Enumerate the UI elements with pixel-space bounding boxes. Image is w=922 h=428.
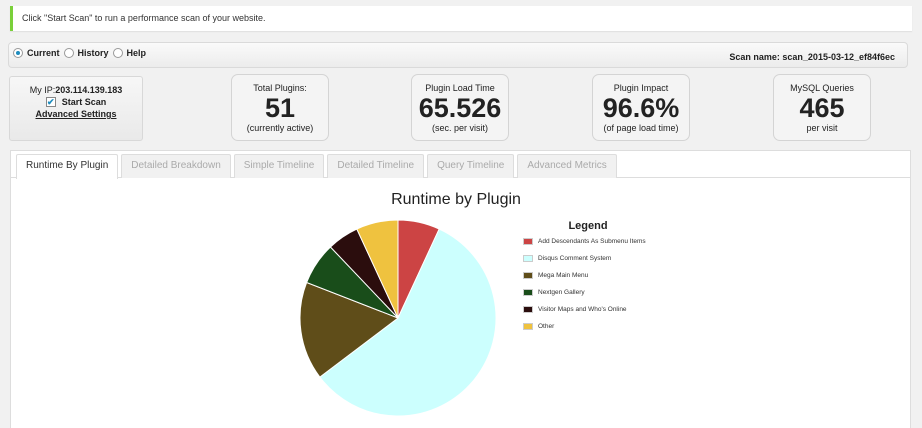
radio-current[interactable]: [13, 48, 23, 58]
stat-label: Plugin Impact: [613, 83, 669, 93]
stat-sub: (currently active): [246, 123, 314, 133]
stat-sub: per visit: [806, 123, 838, 133]
legend-swatch: [523, 289, 533, 296]
legend-swatch: [523, 306, 533, 313]
legend-items: Add Descendants As Submenu Items Disqus C…: [523, 236, 653, 332]
legend-item: Disqus Comment System: [523, 253, 653, 264]
radio-current-label[interactable]: Current: [27, 48, 60, 58]
legend-label: Disqus Comment System: [538, 255, 612, 262]
chart-legend: Legend Add Descendants As Submenu Items D…: [523, 220, 653, 338]
stat-plugin-impact: Plugin Impact 96.6% (of page load time): [592, 74, 690, 141]
tab-detailed-breakdown[interactable]: Detailed Breakdown: [121, 154, 231, 178]
legend-swatch: [523, 238, 533, 245]
stat-label: MySQL Queries: [790, 83, 854, 93]
my-ip-prefix: My IP:: [29, 85, 56, 95]
stat-mysql-queries: MySQL Queries 465 per visit: [773, 74, 871, 141]
stat-plugin-load-time: Plugin Load Time 65.526 (sec. per visit): [411, 74, 509, 141]
runtime-pie-chart: [299, 219, 497, 417]
legend-item: Visitor Maps and Who's Online: [523, 304, 653, 315]
tab-simple-timeline[interactable]: Simple Timeline: [233, 154, 325, 178]
scan-notice: Click "Start Scan" to run a performance …: [10, 6, 912, 31]
legend-label: Nextgen Gallery: [538, 289, 585, 296]
legend-label: Other: [538, 323, 555, 330]
start-scan-row[interactable]: ✔ Start Scan: [10, 97, 142, 107]
legend-label: Add Descendants As Submenu Items: [538, 238, 646, 245]
stat-label: Total Plugins:: [253, 83, 307, 93]
radio-help[interactable]: [112, 48, 123, 58]
stat-sub: (of page load time): [603, 123, 679, 133]
pie-slice: [356, 219, 399, 319]
tab-runtime-by-plugin[interactable]: Runtime By Plugin: [16, 154, 119, 179]
notice-text: Click "Start Scan" to run a performance …: [22, 13, 266, 23]
chart-title: Runtime by Plugin: [391, 191, 521, 208]
mode-bar: Current History Help Scan name: scan_201…: [8, 42, 908, 68]
tab-query-timeline[interactable]: Query Timeline: [427, 154, 515, 178]
start-scan-checkbox[interactable]: ✔: [45, 96, 56, 107]
my-ip-value: 203.114.139.183: [55, 85, 123, 95]
scan-name: Scan name: scan_2015-03-12_ef84f6ec: [729, 52, 895, 62]
radio-history-label[interactable]: History: [77, 48, 109, 58]
start-scan-label[interactable]: Start Scan: [61, 97, 107, 107]
stat-value: 465: [799, 93, 845, 123]
legend-label: Mega Main Menu: [538, 272, 589, 279]
my-ip: My IP:203.114.139.183: [10, 85, 142, 95]
pie-slice: [299, 281, 400, 378]
legend-swatch: [523, 272, 533, 279]
legend-item: Other: [523, 321, 653, 332]
stat-value: 96.6%: [602, 93, 680, 123]
stat-value: 51: [264, 93, 296, 123]
advanced-settings-link[interactable]: Advanced Settings: [35, 109, 117, 119]
legend-swatch: [523, 323, 533, 330]
legend-item: Mega Main Menu: [523, 270, 653, 281]
radio-help-label[interactable]: Help: [126, 48, 147, 58]
legend-item: Add Descendants As Submenu Items: [523, 236, 653, 247]
stat-label: Plugin Load Time: [425, 83, 495, 93]
tab-advanced-metrics[interactable]: Advanced Metrics: [517, 154, 617, 178]
tab-detailed-timeline[interactable]: Detailed Timeline: [327, 154, 425, 178]
stat-sub: (sec. per visit): [431, 123, 488, 133]
legend-item: Nextgen Gallery: [523, 287, 653, 298]
mode-radio-group: Current History Help: [13, 48, 150, 58]
radio-history[interactable]: [63, 48, 74, 58]
stat-total-plugins: Total Plugins: 51 (currently active): [231, 74, 329, 141]
legend-title: Legend: [568, 220, 608, 232]
pie-slice: [319, 228, 497, 417]
legend-label: Visitor Maps and Who's Online: [538, 306, 627, 313]
stat-value: 65.526: [418, 93, 502, 123]
legend-swatch: [523, 255, 533, 262]
scan-control-box: My IP:203.114.139.183 ✔ Start Scan Advan…: [9, 76, 143, 141]
results-panel: Runtime By Plugin Detailed Breakdown Sim…: [10, 150, 911, 428]
results-tabs: Runtime By Plugin Detailed Breakdown Sim…: [16, 154, 620, 179]
